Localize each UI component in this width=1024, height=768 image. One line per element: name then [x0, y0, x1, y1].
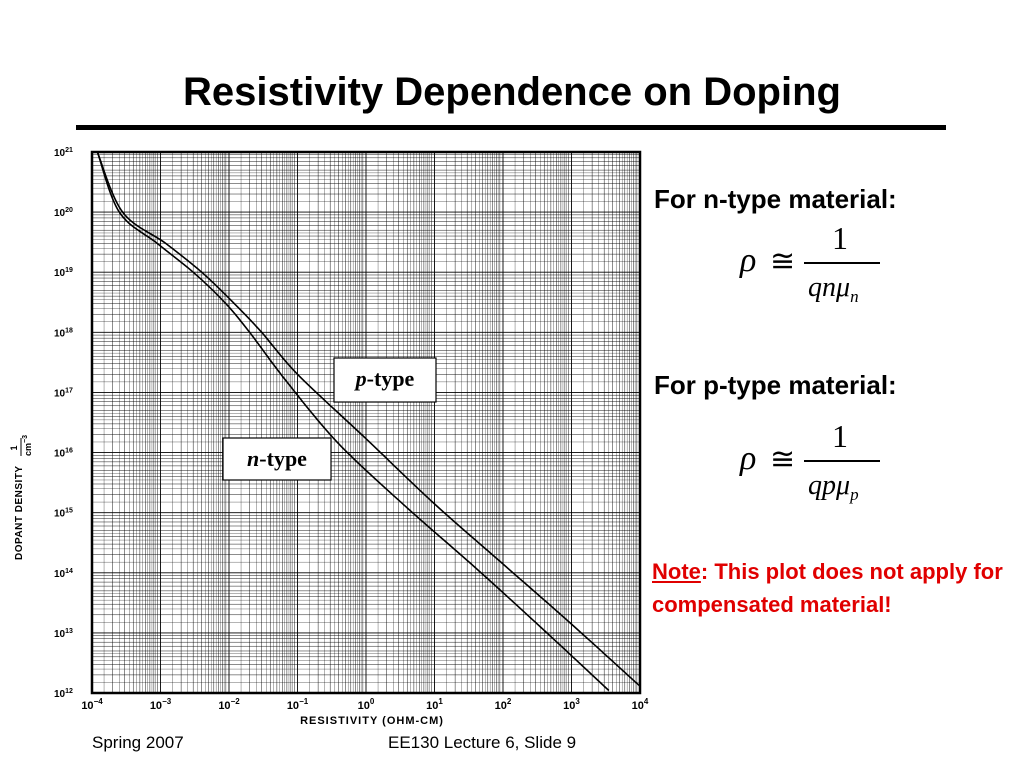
x-tick-label: 10−2 — [218, 697, 240, 712]
y-tick-label: 1019 — [54, 267, 73, 279]
x-tick-label: 104 — [632, 697, 649, 712]
x-tick-label: 102 — [495, 697, 512, 712]
x-tick-label: 10−3 — [150, 697, 172, 712]
y-axis-label-group: DOPANT DENSITY 1 cm−3 — [9, 435, 33, 560]
x-tick-label: 101 — [426, 697, 443, 712]
p-type-label-rest: -type — [367, 366, 415, 391]
y-tick-label: 1013 — [54, 628, 73, 640]
p-type-label-box — [333, 357, 437, 403]
fraction-bar — [804, 460, 880, 462]
legend-label-n-type: n-type — [222, 437, 332, 481]
n-type-label: n-type — [247, 446, 307, 471]
y-axis-label: DOPANT DENSITY — [14, 465, 25, 560]
x-tick-label: 10−4 — [81, 697, 103, 712]
numerator: 1 — [832, 418, 848, 454]
y-unit-denominator: cm−3 — [22, 435, 33, 456]
fraction-bar — [804, 262, 880, 264]
y-tick-label: 1014 — [54, 568, 73, 580]
p-denominator: qpμp — [808, 470, 859, 505]
y-tick-label: 1015 — [54, 508, 73, 520]
n-subscript: n — [850, 287, 859, 306]
numerator: 1 — [832, 220, 848, 256]
y-unit-cm: cm — [23, 443, 33, 456]
y-tick-label: 1018 — [54, 327, 73, 339]
y-tick-label: 1012 — [54, 688, 73, 700]
p-subscript: p — [850, 485, 859, 504]
x-tick-label: 103 — [563, 697, 580, 712]
y-tick-labels: 1021 1020 1019 1018 1017 1016 1015 1014 1013 1012 — [54, 147, 73, 700]
p-type-heading: For p-type material: — [654, 370, 897, 400]
series-line-p-type — [96, 151, 641, 687]
legend-label-p-type: p-type — [333, 357, 437, 403]
x-tick-label: 100 — [358, 697, 375, 712]
series-line-n-type — [96, 151, 610, 692]
n-type-heading: For n-type material: — [654, 184, 897, 214]
compensation-note: Note: This plot does not apply for compe… — [652, 555, 1012, 621]
rho-symbol: ρ — [740, 440, 757, 477]
grid-lines — [91, 152, 640, 694]
n-type-label-rest: -type — [259, 446, 307, 471]
n-type-label-italic: n — [247, 446, 259, 471]
slide-title: Resistivity Dependence on Doping — [183, 70, 841, 114]
y-unit-exponent: −3 — [22, 435, 29, 443]
p-type-equation: ρ ≅ 1 qpμp — [740, 418, 890, 513]
p-type-label: p-type — [354, 366, 415, 391]
resistivity-chart: 10−4 10−3 10−2 10−1 100 101 102 103 104 1021 1020… — [9, 147, 649, 727]
p-denominator-base: qpμ — [808, 470, 851, 501]
approx-symbol: ≅ — [770, 245, 796, 278]
y-tick-label: 1020 — [54, 207, 73, 219]
n-denominator-base: qnμ — [808, 272, 851, 303]
x-tick-labels: 10−4 10−3 10−2 10−1 100 101 102 103 104 — [81, 697, 649, 712]
footer-slide-info: EE130 Lecture 6, Slide 9 — [388, 733, 577, 752]
x-tick-label: 10−1 — [287, 697, 309, 712]
footer-date: Spring 2007 — [92, 733, 184, 752]
y-unit-numerator: 1 — [9, 445, 19, 450]
n-type-label-box — [222, 437, 332, 481]
y-tick-label: 1016 — [54, 448, 73, 460]
y-tick-label: 1021 — [54, 147, 73, 159]
y-tick-label: 1017 — [54, 387, 73, 399]
approx-symbol: ≅ — [770, 443, 796, 476]
note-label: Note — [652, 559, 701, 584]
x-axis-label: RESISTIVITY (OHM-CM) — [300, 715, 444, 727]
series-layer — [96, 151, 641, 692]
rho-symbol: ρ — [740, 242, 757, 279]
n-denominator: qnμn — [808, 272, 859, 307]
title-underline — [76, 125, 946, 130]
p-type-label-italic: p — [354, 366, 367, 391]
note-text: : This plot does not apply for compensat… — [652, 559, 1003, 617]
n-type-equation: ρ ≅ 1 qnμn — [740, 220, 890, 315]
